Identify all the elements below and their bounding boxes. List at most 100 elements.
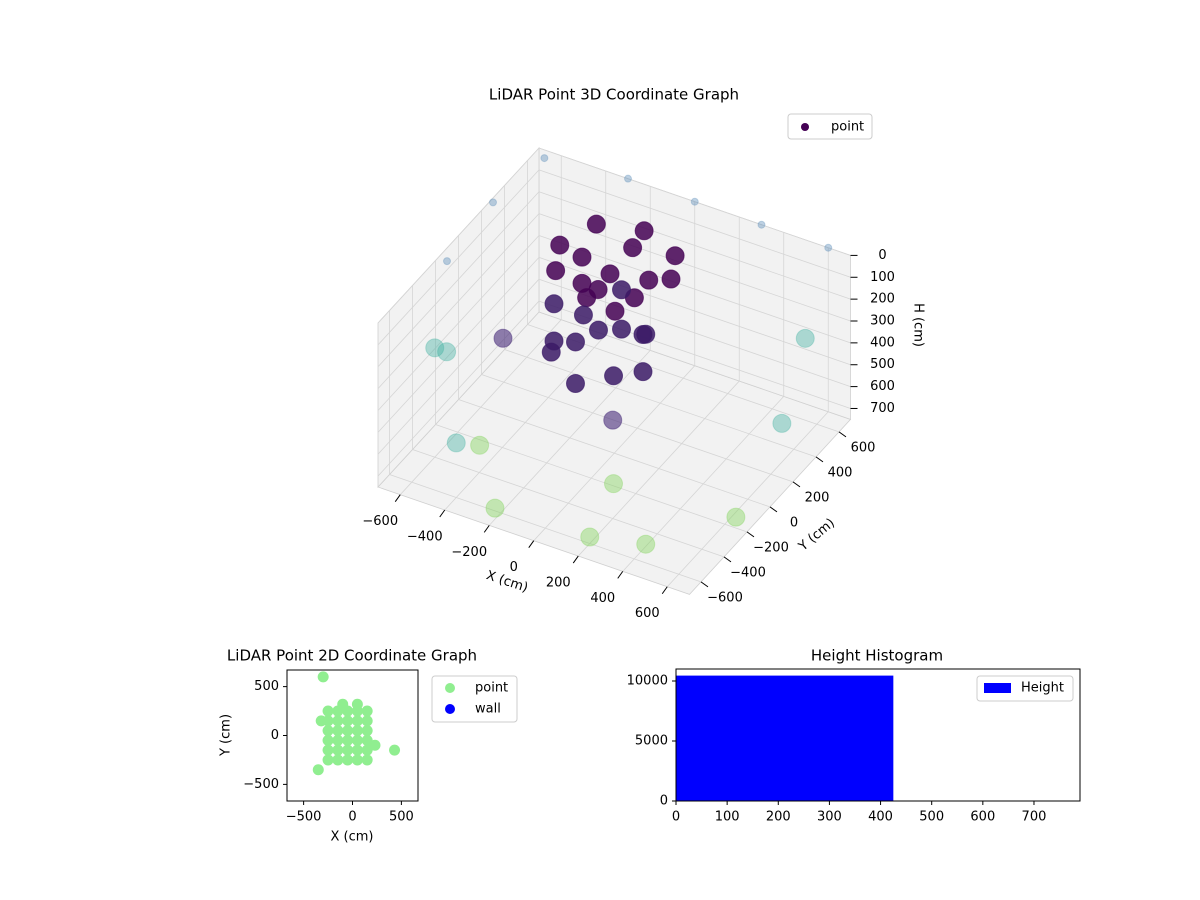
x-tick-label: 600 [635, 606, 660, 621]
plot-frame [675, 668, 1081, 802]
point [612, 280, 631, 300]
point [636, 534, 656, 554]
y-tick [792, 481, 801, 488]
x-axis-label: X (cm) [331, 830, 374, 845]
legend-box [976, 675, 1074, 702]
y-tick-label: 600 [851, 440, 876, 455]
y-tick [769, 506, 778, 513]
x-tick-label: 100 [715, 810, 740, 825]
chart-title: LiDAR Point 2D Coordinate Graph [227, 647, 477, 665]
point [489, 198, 497, 207]
legend-label: wall [475, 702, 501, 717]
x-tick-label: 200 [766, 810, 791, 825]
point [361, 754, 373, 766]
legend-label: point [475, 681, 508, 696]
point [603, 410, 623, 430]
y-tick [700, 581, 709, 588]
x-tick-label: −400 [407, 530, 443, 545]
x-tick-label: 0 [510, 560, 518, 575]
x-tick-label: 300 [817, 810, 842, 825]
x-axis-label: X (cm) [484, 568, 530, 596]
y-tick [723, 556, 732, 563]
point [633, 362, 653, 382]
bar [676, 675, 894, 801]
point [332, 725, 344, 737]
grid-line [377, 278, 540, 455]
x-tick [572, 555, 579, 564]
y-tick-label: −500 [243, 777, 279, 792]
point [342, 725, 354, 737]
point [624, 174, 632, 183]
legend-box [787, 113, 873, 140]
point [342, 715, 354, 727]
y-axis-label: Y (cm) [219, 714, 234, 757]
point [322, 754, 334, 766]
point [550, 235, 570, 255]
point [332, 754, 344, 766]
legend-label: point [831, 120, 864, 135]
point [586, 214, 606, 234]
point [317, 671, 329, 683]
point [546, 261, 566, 281]
point [540, 154, 549, 163]
x-tick-label: 500 [919, 810, 944, 825]
grid-line [538, 256, 851, 366]
x-tick-label: −200 [451, 545, 487, 560]
y-tick-label: 5000 [635, 734, 668, 749]
point [604, 366, 624, 386]
plot-frame [286, 669, 419, 802]
point [605, 301, 625, 321]
y-tick-label: 0 [271, 728, 279, 743]
z-tick-label: 600 [870, 379, 895, 394]
point [589, 320, 608, 340]
grid-line [412, 449, 725, 558]
grid-line [481, 374, 794, 483]
y-tick [838, 431, 847, 438]
grid-line [435, 424, 748, 533]
point [639, 270, 659, 290]
grid-line [377, 147, 540, 324]
grid-line [538, 147, 851, 256]
point [337, 698, 349, 710]
point [572, 247, 592, 267]
z-tick-label: 100 [870, 270, 895, 285]
point [332, 715, 344, 727]
point [544, 294, 564, 314]
z-axis-label: H (cm) [911, 303, 926, 347]
y-tick-label: −600 [707, 590, 743, 605]
x-tick [439, 509, 446, 518]
grid-line [538, 169, 851, 278]
point [332, 734, 344, 746]
x-tick-label: 600 [970, 810, 995, 825]
point [315, 715, 327, 727]
point [342, 734, 354, 746]
grid-line [377, 300, 540, 477]
x-tick [394, 494, 401, 502]
grid-line [538, 235, 851, 344]
chart-title: LiDAR Point 3D Coordinate Graph [489, 86, 739, 104]
point [572, 273, 592, 293]
point [361, 744, 373, 756]
point [369, 739, 381, 751]
x-tick [661, 586, 668, 595]
x-tick [528, 540, 535, 548]
point [544, 331, 564, 351]
x-tick-label: 700 [1022, 810, 1047, 825]
point [322, 725, 334, 737]
point [493, 328, 513, 348]
grid-line [377, 191, 540, 368]
point [437, 342, 457, 362]
point [389, 744, 401, 756]
x-tick-label: 200 [546, 576, 571, 591]
legend-marker [801, 123, 809, 131]
point [600, 264, 620, 284]
z-tick-label: 300 [870, 314, 895, 329]
grid-line [389, 474, 702, 583]
legend-marker [445, 704, 455, 714]
x-tick-label: −600 [362, 514, 398, 529]
y-tick-label: 200 [805, 490, 830, 505]
point [485, 498, 505, 518]
point [661, 269, 681, 289]
x-tick-label: 0 [348, 810, 356, 825]
point [322, 744, 334, 756]
